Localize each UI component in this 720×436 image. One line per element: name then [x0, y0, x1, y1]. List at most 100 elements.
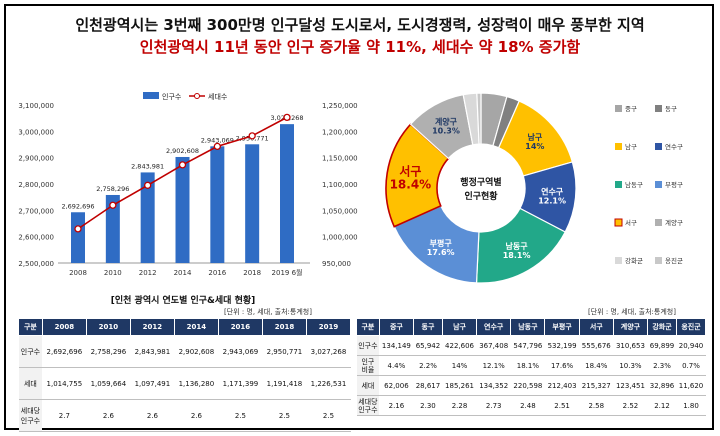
- table-cell: 1,014,755: [42, 367, 87, 400]
- table-cell: 62,006: [379, 375, 414, 396]
- row-header-cell: 세대당 인구수: [18, 399, 43, 432]
- table-cell: 2.6: [174, 399, 219, 432]
- household-point: [74, 225, 82, 233]
- legend-swatch: [615, 143, 622, 150]
- table-cell: 18.4%: [579, 355, 614, 376]
- table-cell: 3,027,268: [306, 335, 351, 368]
- column-header: 중구: [378, 318, 415, 336]
- table-cell: 12.1%: [476, 355, 511, 376]
- table-row: 인구 비율 4.4% 2.2% 14% 12.1% 18.1% 17.6% 18.4% 10.3%…: [356, 355, 706, 376]
- pie-label-name: 연수구: [541, 186, 564, 196]
- table-row: 세대 1,014,755 1,059,664 1,097,491 1,136,280 1,…: [18, 367, 351, 400]
- table-cell: 2.2%: [413, 355, 443, 376]
- table-cell: 2.12: [647, 395, 677, 416]
- population-bar-label: 2,758,296: [96, 185, 129, 193]
- table-cell: 123,451: [613, 375, 648, 396]
- population-bar-label: 2,902,608: [166, 147, 199, 155]
- x-tick-label: 2019 6월: [272, 268, 303, 277]
- row-header-cell: 세대: [356, 375, 380, 396]
- legend-swatch: [615, 105, 622, 112]
- outer-frame: [4, 4, 714, 430]
- table-cell: 547,796: [510, 335, 545, 356]
- yearly-table: 구분 2008 2010 2012 2014 2016 2018 2019 인구수 2,692,6…: [18, 318, 352, 432]
- table-cell: 2,943,069: [218, 335, 263, 368]
- table-cell: 2.73: [476, 395, 511, 416]
- column-header: 남구: [441, 318, 478, 336]
- table-header-row: 구분 2008 2010 2012 2014 2016 2018 2019: [18, 318, 352, 336]
- legend-bar-swatch: [143, 92, 159, 99]
- table-cell: 69,899: [647, 335, 677, 356]
- legend-label: 남동구: [625, 180, 643, 189]
- table-cell: 2,902,608: [174, 335, 219, 368]
- legend-label: 옹진군: [665, 256, 683, 265]
- table-cell: 17.6%: [544, 355, 580, 376]
- table-row: 세대당 인구수 2.7 2.6 2.6 2.6 2.5 2.5 2.5: [18, 399, 351, 432]
- legend-bar-label: 인구수: [162, 92, 182, 101]
- table-row: 세대 62,006 28,617 185,261 134,352 220,598 212,4…: [356, 375, 706, 396]
- table-cell: 2.6: [130, 399, 175, 432]
- table-cell: 20,940: [676, 335, 706, 356]
- table-cell: 1,171,399: [218, 367, 263, 400]
- column-header: 구분: [18, 318, 43, 336]
- x-tick-label: 2008: [69, 269, 87, 277]
- table-cell: 1,136,280: [174, 367, 219, 400]
- population-bar: [175, 156, 190, 263]
- legend-label: 동구: [665, 105, 677, 113]
- y-left-tick-label: 3,000,000: [18, 128, 54, 136]
- row-header-cell: 인구 비율: [356, 355, 380, 376]
- population-bar: [280, 124, 294, 263]
- column-header: 2019: [305, 318, 352, 336]
- y-left-tick-label: 2,600,000: [18, 234, 54, 242]
- column-header: 구분: [356, 318, 380, 336]
- table-cell: 2.3%: [647, 355, 677, 376]
- table-cell: 134,352: [476, 375, 511, 396]
- column-header: 부평구: [544, 318, 580, 336]
- legend-label: 강화군: [625, 256, 643, 265]
- y-right-tick-label: 1,000,000: [322, 234, 358, 242]
- x-tick-label: 2012: [139, 269, 157, 277]
- column-header: 남동구: [510, 318, 546, 336]
- legend-swatch: [615, 181, 622, 188]
- legend-line-marker: [194, 93, 200, 99]
- table-row: 세대당 인구수 2.16 2.30 2.28 2.73 2.48 2.51 2.58 2.52 2.…: [356, 395, 706, 416]
- column-header: 옹진군: [675, 318, 707, 336]
- table-cell: 422,606: [442, 335, 477, 356]
- pie-slice-옹진군: [476, 92, 482, 145]
- pie-label-value: 10.3%: [432, 127, 460, 136]
- row-header-cell: 인구수: [356, 335, 380, 356]
- column-header: 2010: [85, 318, 131, 336]
- pie-label-value: 17.6%: [427, 248, 455, 257]
- table-cell: 532,199: [544, 335, 580, 356]
- table-cell: 4.4%: [379, 355, 414, 376]
- legend-label: 서구: [625, 218, 637, 227]
- table-cell: 14%: [442, 355, 477, 376]
- legend-swatch: [655, 105, 662, 112]
- pie-center: [438, 145, 524, 231]
- district-pie-chart: 남구14%연수구12.1%남동구18.1%부평구17.6%서구18.4%계양구1…: [385, 92, 683, 284]
- table2-unit: [단위 : 명, 세대, 출처:통계청]: [588, 308, 676, 316]
- row-header-cell: 인구수: [18, 335, 43, 368]
- y-left-tick-label: 2,700,000: [18, 207, 54, 215]
- household-point: [178, 161, 187, 169]
- table-cell: 2.58: [579, 395, 614, 416]
- table-cell: 2.5: [306, 399, 351, 432]
- chart-caption: [인천 광역시 연도별 인구&세대 현황]: [110, 296, 256, 306]
- table-cell: 2.5: [262, 399, 307, 432]
- x-tick-label: 2010: [104, 269, 122, 277]
- legend-swatch: [655, 257, 662, 264]
- table-cell: 0.7%: [676, 355, 706, 376]
- table-cell: 220,598: [510, 375, 545, 396]
- pie-label-value: 12.1%: [538, 196, 566, 205]
- x-tick-label: 2014: [174, 269, 192, 277]
- legend-label: 부평구: [665, 180, 683, 189]
- table-header-row: 구분 중구 동구 남구 연수구 남동구 부평구 서구 계양구 강화군 옹진군: [356, 318, 707, 336]
- legend-swatch: [615, 257, 622, 264]
- population-bar: [105, 194, 120, 263]
- table-cell: 18.1%: [510, 355, 545, 376]
- column-header: 2014: [173, 318, 219, 336]
- legend-swatch: [655, 181, 662, 188]
- y-right-tick-label: 1,100,000: [322, 181, 358, 189]
- table-row: 인구수 2,692,696 2,758,296 2,843,981 2,902,608 2…: [18, 335, 351, 368]
- table-cell: 2.51: [544, 395, 580, 416]
- table-cell: 2.16: [379, 395, 414, 416]
